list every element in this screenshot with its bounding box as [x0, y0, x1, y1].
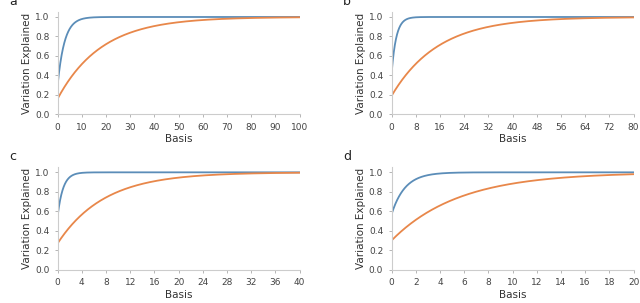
X-axis label: Basis: Basis [165, 135, 193, 145]
Text: a: a [9, 0, 17, 8]
Y-axis label: Variation Explained: Variation Explained [22, 13, 32, 114]
Text: d: d [343, 150, 351, 163]
Y-axis label: Variation Explained: Variation Explained [22, 168, 32, 269]
X-axis label: Basis: Basis [499, 135, 526, 145]
Text: c: c [9, 150, 16, 163]
Y-axis label: Variation Explained: Variation Explained [356, 168, 366, 269]
Text: b: b [343, 0, 351, 8]
X-axis label: Basis: Basis [499, 290, 526, 300]
Y-axis label: Variation Explained: Variation Explained [356, 13, 366, 114]
X-axis label: Basis: Basis [165, 290, 193, 300]
